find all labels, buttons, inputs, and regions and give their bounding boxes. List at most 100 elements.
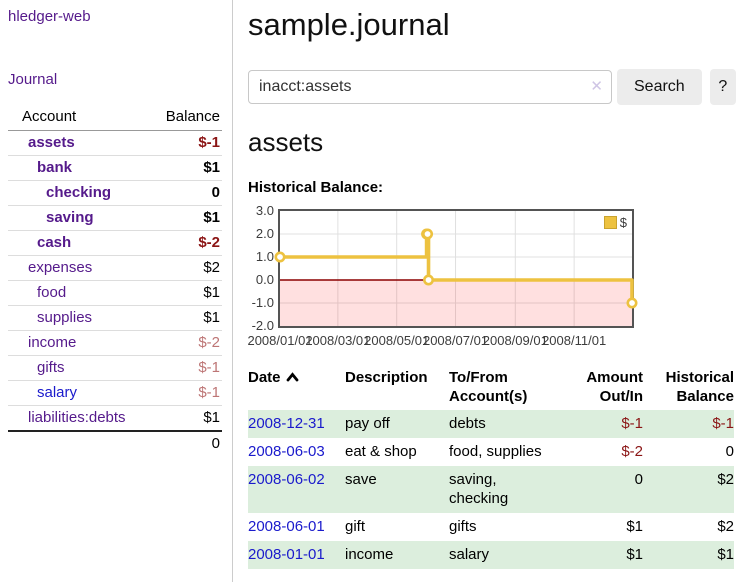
transactions-table: Date Description To/From Account(s) Amou… (248, 366, 734, 569)
account-link-checking[interactable]: checking (46, 184, 112, 201)
chart-plot-area: $ (274, 209, 638, 328)
y-tick-label: -1.0 (251, 295, 274, 310)
accounts-total-value: 0 (141, 430, 222, 456)
search-button[interactable]: Search (617, 69, 702, 105)
accounts-table: Account Balance assets $-1 bank $1 check… (8, 105, 222, 456)
tx-accounts: food, supplies (449, 443, 542, 460)
accounts-header-balance: Balance (141, 105, 222, 131)
transaction-row[interactable]: 2008-01-01 income salary $1 $1 (248, 541, 734, 569)
account-balance: $-1 (141, 380, 222, 406)
brand-link[interactable]: hledger-web (8, 8, 91, 25)
tx-balance: $-1 (712, 415, 734, 432)
accounts-total-row: 0 (8, 430, 222, 456)
account-balance: $1 (141, 205, 222, 231)
legend-swatch-icon (603, 216, 617, 229)
tx-amount: $1 (626, 546, 643, 563)
sidebar-item-journal[interactable]: Journal (8, 71, 58, 88)
search-form: ✕ Search ? (248, 69, 736, 105)
chart-title: Historical Balance: (248, 179, 384, 196)
tx-balance: $2 (717, 471, 734, 488)
tx-description: income (345, 546, 394, 563)
tx-date-link[interactable]: 2008-06-01 (248, 518, 325, 535)
tx-date-link[interactable]: 2008-06-02 (248, 471, 325, 488)
y-tick-label: 2.0 (255, 226, 274, 241)
transaction-row[interactable]: 2008-06-01 gift gifts $1 $2 (248, 513, 734, 541)
tx-date-link[interactable]: 2008-01-01 (248, 546, 325, 563)
data-point-marker (274, 251, 286, 263)
transaction-row[interactable]: 2008-06-03 eat & shop food, supplies $-2… (248, 438, 734, 466)
account-link-bank[interactable]: bank (37, 159, 73, 176)
header-date[interactable]: Date (248, 366, 345, 410)
account-link-gifts[interactable]: gifts (37, 359, 65, 376)
data-point-marker (423, 274, 435, 286)
account-link-assets[interactable]: assets (28, 134, 75, 151)
account-row: saving $1 (8, 205, 222, 231)
account-row: assets $-1 (8, 130, 222, 156)
tx-amount: 0 (634, 471, 643, 488)
account-link-food[interactable]: food (37, 284, 67, 301)
page-title: sample.journal (248, 7, 450, 42)
data-point-marker (626, 297, 638, 309)
account-row: expenses $2 (8, 255, 222, 281)
y-tick-label: 1.0 (255, 249, 274, 264)
account-row: food $1 (8, 280, 222, 306)
account-balance: $1 (141, 405, 222, 431)
tx-description: eat & shop (345, 443, 417, 460)
header-balance: Historical Balance (665, 369, 734, 405)
tx-amount: $1 (626, 518, 643, 535)
data-point-marker (422, 228, 434, 240)
header-amount: Amount Out/In (586, 369, 643, 405)
x-tick-label: 2008/03/01 (305, 333, 371, 348)
tx-balance: $1 (717, 546, 734, 563)
accounts-header-row: Account Balance (8, 105, 222, 131)
account-link-salary[interactable]: salary (37, 384, 78, 401)
transaction-row[interactable]: 2008-12-31 pay off debts $-1 $-1 (248, 410, 734, 438)
register-account-heading: assets (248, 127, 324, 157)
x-tick-label: 2008/01/01 (247, 333, 313, 348)
account-balance: $-1 (141, 355, 222, 381)
chart-legend: $ (601, 214, 629, 231)
accounts-header-account: Account (8, 105, 142, 131)
tx-accounts: saving, checking (449, 471, 509, 507)
account-link-cash[interactable]: cash (37, 234, 72, 251)
search-input[interactable] (248, 70, 612, 104)
account-balance: $-1 (141, 130, 222, 156)
account-link-supplies[interactable]: supplies (37, 309, 93, 326)
header-description: Description (345, 369, 428, 386)
tx-date-link[interactable]: 2008-12-31 (248, 415, 325, 432)
account-balance: $-2 (141, 330, 222, 356)
account-link-liabilities-debts[interactable]: liabilities:debts (28, 409, 126, 426)
account-link-expenses[interactable]: expenses (28, 259, 93, 276)
account-balance: 0 (141, 180, 222, 206)
chart-canvas (274, 211, 638, 326)
y-tick-label: 3.0 (255, 203, 274, 218)
account-row: gifts $-1 (8, 355, 222, 381)
x-tick-label: 2008/05/01 (364, 333, 430, 348)
account-row: liabilities:debts $1 (8, 405, 222, 431)
header-accounts: To/From Account(s) (449, 369, 528, 405)
clear-search-icon[interactable]: ✕ (590, 78, 603, 95)
tx-accounts: debts (449, 415, 486, 432)
account-row: salary $-1 (8, 380, 222, 406)
account-row: checking 0 (8, 180, 222, 206)
legend-label: $ (619, 215, 627, 230)
search-box: ✕ (248, 70, 612, 104)
tx-amount: $-1 (621, 415, 643, 432)
app-brand: hledger-web (8, 8, 222, 25)
account-balance: $1 (141, 155, 222, 181)
sidebar-nav: Journal (8, 71, 222, 88)
tx-date-link[interactable]: 2008-06-03 (248, 443, 325, 460)
account-link-income[interactable]: income (28, 334, 77, 351)
tx-balance: $2 (717, 518, 734, 535)
account-row: cash $-2 (8, 230, 222, 256)
account-link-saving[interactable]: saving (46, 209, 94, 226)
main-content: sample.journal ✕ Search ? assets Histori… (247, 0, 736, 569)
account-row: bank $1 (8, 155, 222, 181)
x-tick-label: 2008/11/01 (542, 333, 607, 348)
y-tick-label: 0.0 (255, 272, 274, 287)
account-row: income $-2 (8, 330, 222, 356)
help-button[interactable]: ? (709, 69, 736, 105)
tx-description: save (345, 471, 377, 488)
account-balance: $1 (141, 280, 222, 306)
transaction-row[interactable]: 2008-06-02 save saving, checking 0 $2 (248, 466, 734, 513)
